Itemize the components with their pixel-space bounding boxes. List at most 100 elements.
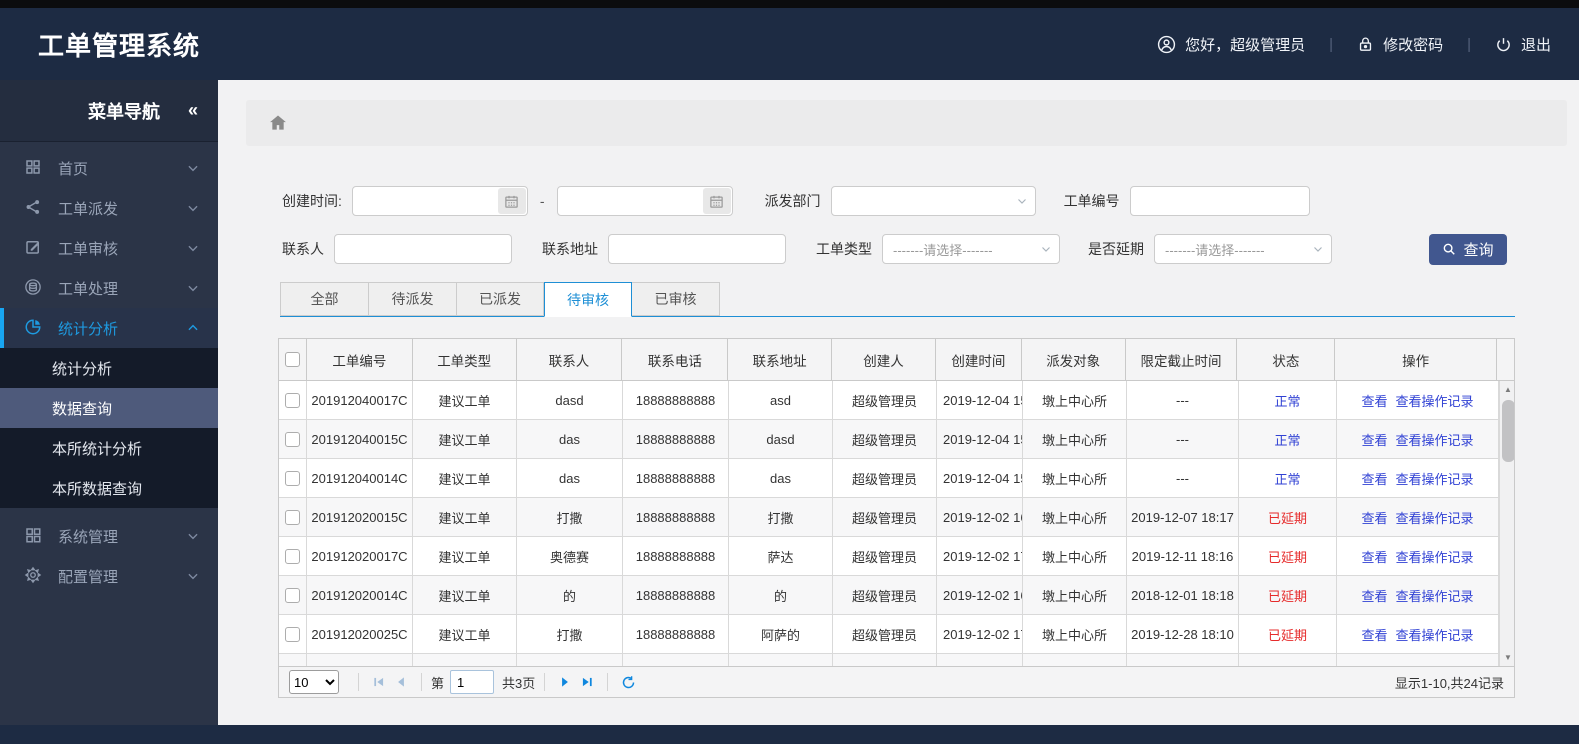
contact-input[interactable]	[334, 234, 512, 264]
sidebar-subitem[interactable]: 数据查询	[0, 388, 218, 428]
chevron-down-icon	[186, 201, 200, 215]
row-checkbox[interactable]	[285, 626, 300, 642]
top-black-strip	[0, 0, 1579, 8]
delay-select[interactable]: -------请选择-------	[1154, 234, 1332, 264]
order-type-select[interactable]: -------请选择-------	[882, 234, 1060, 264]
table-row-partial	[279, 654, 1499, 666]
delay-value: -------请选择-------	[1165, 242, 1265, 258]
tab-3[interactable]: 待审核	[544, 282, 632, 317]
logout-label: 退出	[1520, 36, 1551, 54]
dispatch-target-cell: 墩上中心所	[1023, 420, 1127, 458]
next-page-button[interactable]	[554, 671, 576, 693]
view-log-link[interactable]: 查看操作记录	[1395, 393, 1474, 409]
order-no-cell: 201912040017C	[307, 381, 413, 419]
empty-cell	[1337, 654, 1499, 666]
view-log-link[interactable]: 查看操作记录	[1395, 549, 1474, 565]
select-all-checkbox[interactable]	[284, 352, 300, 367]
query-button[interactable]: 查询	[1429, 233, 1507, 265]
page-number-input[interactable]	[450, 670, 495, 694]
sidebar-item-6[interactable]: 配置管理	[0, 556, 218, 596]
empty-cell	[307, 654, 413, 666]
main-content: 创建时间: - 派发部门	[218, 80, 1579, 725]
prev-page-button[interactable]	[390, 671, 412, 693]
last-page-button[interactable]	[576, 671, 598, 693]
filter-row-1: 创建时间: - 派发部门	[282, 186, 1579, 216]
footer-bar	[0, 725, 1579, 744]
scroll-down-icon[interactable]: ▼	[1499, 649, 1514, 666]
calendar-icon[interactable]	[497, 188, 526, 214]
tab-2[interactable]: 已派发	[456, 282, 544, 316]
calendar-icon[interactable]	[702, 188, 731, 214]
sidebar-item-3[interactable]: 工单处理	[0, 268, 218, 308]
table-scrollbar[interactable]: ▲ ▼	[1499, 381, 1514, 666]
view-link[interactable]: 查看	[1361, 471, 1388, 487]
table-row: 201912040017C 建议工单 dasd 18888888888 asd 超级管理员…	[279, 381, 1499, 420]
sidebar-item-5[interactable]: 系统管理	[0, 516, 218, 556]
sidebar-subitem[interactable]: 统计分析	[52, 360, 113, 378]
sidebar-item-0[interactable]: 首页	[0, 148, 218, 188]
empty-cell	[1127, 654, 1239, 666]
header-divider: |	[1329, 35, 1334, 53]
phone-cell: 18888888888	[623, 576, 729, 614]
column-header: 创建人	[832, 339, 936, 380]
sidebar-item-1[interactable]: 工单派发	[0, 188, 218, 228]
home-icon[interactable]	[268, 113, 288, 133]
order-no-label: 工单编号	[1063, 193, 1120, 209]
row-checkbox[interactable]	[285, 548, 300, 564]
view-link[interactable]: 查看	[1361, 627, 1388, 643]
column-header: 联系人	[517, 339, 623, 380]
view-link[interactable]: 查看	[1361, 393, 1388, 409]
row-checkbox[interactable]	[285, 392, 300, 408]
address-cell: dasd	[729, 420, 833, 458]
scrollbar-thumb[interactable]	[1501, 400, 1514, 462]
deadline-cell: 2019-12-28 18:10	[1127, 615, 1239, 653]
logout-button[interactable]: 退出	[1495, 34, 1551, 55]
address-input[interactable]	[608, 234, 786, 264]
order-type-cell: 建议工单	[413, 576, 517, 614]
tab-1[interactable]: 待派发	[368, 282, 456, 316]
tab-0[interactable]: 全部	[280, 282, 368, 316]
deadline-cell: 2019-12-07 18:17	[1127, 498, 1239, 536]
status-cell: 已延期	[1239, 615, 1337, 653]
view-log-link[interactable]: 查看操作记录	[1395, 432, 1474, 448]
sidebar-item-label: 工单处理	[58, 280, 119, 298]
scroll-up-icon[interactable]: ▲	[1499, 381, 1514, 398]
view-log-link[interactable]: 查看操作记录	[1395, 627, 1474, 643]
sidebar-item-4[interactable]: 统计分析	[0, 308, 218, 348]
sidebar-item-2[interactable]: 工单审核	[0, 228, 218, 268]
row-checkbox[interactable]	[285, 470, 300, 486]
empty-cell	[413, 654, 517, 666]
first-page-button[interactable]	[368, 671, 390, 693]
empty-cell	[729, 654, 833, 666]
header-user-area: 您好，超级管理员 | 修改密码 | 退出	[1157, 34, 1551, 55]
sidebar-header: 菜单导航 «	[0, 80, 218, 142]
created-time-cell: 2019-12-02 16	[937, 498, 1023, 536]
order-no-cell: 201912020017C	[307, 537, 413, 575]
row-checkbox[interactable]	[285, 587, 300, 603]
order-no-input[interactable]	[1129, 186, 1310, 216]
view-link[interactable]: 查看	[1361, 549, 1388, 565]
row-checkbox[interactable]	[285, 431, 300, 447]
view-link[interactable]: 查看	[1361, 432, 1388, 448]
view-link[interactable]: 查看	[1361, 588, 1388, 604]
breadcrumb	[246, 100, 1567, 146]
row-select-cell	[279, 615, 307, 653]
sidebar-subitem[interactable]: 本所数据查询	[52, 480, 143, 498]
tab-4[interactable]: 已审核	[632, 282, 720, 316]
search-icon	[1442, 242, 1456, 256]
change-password-button[interactable]: 修改密码	[1357, 34, 1443, 55]
view-log-link[interactable]: 查看操作记录	[1395, 510, 1474, 526]
view-log-link[interactable]: 查看操作记录	[1395, 471, 1474, 487]
sidebar-collapse-button[interactable]: «	[187, 100, 198, 120]
actions-cell: 查看 查看操作记录	[1337, 615, 1499, 653]
row-checkbox[interactable]	[285, 509, 300, 525]
view-log-link[interactable]: 查看操作记录	[1395, 588, 1474, 604]
page-size-select[interactable]: 10	[289, 670, 339, 694]
row-checkbox[interactable]	[285, 665, 300, 666]
chevron-up-icon	[186, 321, 200, 335]
dispatch-dept-select[interactable]	[830, 186, 1036, 216]
sidebar-menu: 首页 工单派发 工单审核 工单处理 统计分析 统计分析 数据查询 本所统计分析 本所数据查询 系统…	[0, 142, 218, 596]
sidebar-subitem[interactable]: 本所统计分析	[52, 440, 143, 458]
view-link[interactable]: 查看	[1361, 510, 1388, 526]
refresh-icon[interactable]	[617, 671, 639, 693]
